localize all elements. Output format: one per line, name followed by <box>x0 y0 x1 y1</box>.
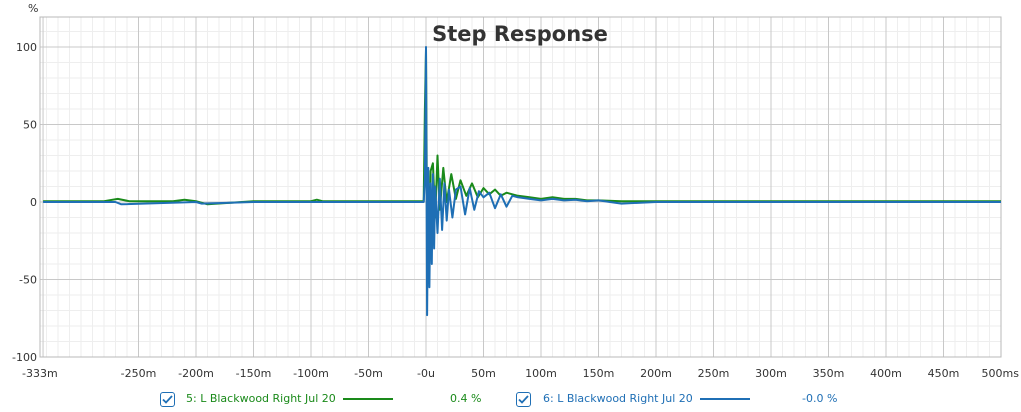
x-tick-label: 50m <box>471 367 496 380</box>
x-tick-label: 350m <box>813 367 845 380</box>
x-tick-label: 400m <box>870 367 902 380</box>
series-line-6 <box>43 46 1001 317</box>
legend-item-series-6[interactable]: 6: L Blackwood Right Jul 20 -0.0 % <box>516 388 876 410</box>
x-axis-ticks: -333m -250m -200m -150m -100m -50m -0u 50m 100m 1… <box>22 367 1019 380</box>
y-tick-label: -100 <box>12 351 37 364</box>
plot-frame <box>39 16 1002 358</box>
y-axis-ticks: 100 50 0 -50 -100 <box>12 41 37 364</box>
series-5-checkbox[interactable] <box>160 391 175 407</box>
x-tick-label: 250m <box>698 367 730 380</box>
x-tick-label: 300m <box>755 367 787 380</box>
legend-item-series-5[interactable]: 5: L Blackwood Right Jul 20 0.4 % <box>160 388 520 410</box>
x-tick-label: 450m <box>928 367 960 380</box>
x-tick-label: 500ms <box>982 367 1020 380</box>
series-6-name: 6: L Blackwood Right Jul 20 <box>543 392 693 405</box>
series-6-line-swatch <box>700 398 750 400</box>
x-tick-label: -150m <box>236 367 272 380</box>
checkmark-icon <box>162 394 173 404</box>
series-layer <box>43 46 1001 317</box>
y-unit-label: % <box>28 2 38 15</box>
chart-title: Step Response <box>432 22 608 46</box>
series-5-value: 0.4 % <box>450 392 482 405</box>
x-tick-label: -200m <box>178 367 214 380</box>
x-tick-label: -0u <box>417 367 435 380</box>
legend: 5: L Blackwood Right Jul 20 0.4 % 6: L B… <box>0 388 1021 410</box>
series-5-line-swatch <box>343 398 393 400</box>
major-gridlines <box>40 17 1002 358</box>
y-tick-label: 100 <box>16 41 37 54</box>
y-tick-label: 0 <box>30 196 37 209</box>
x-tick-label: 150m <box>583 367 615 380</box>
x-tick-label: -50m <box>354 367 383 380</box>
series-6-value: -0.0 % <box>802 392 838 405</box>
y-tick-label: -50 <box>19 274 37 287</box>
y-tick-label: 50 <box>23 119 37 132</box>
x-tick-label: -100m <box>293 367 329 380</box>
step-response-chart: -333m -250m -200m -150m -100m -50m -0u 50m 100m 1… <box>12 2 1019 380</box>
x-tick-label: 200m <box>640 367 672 380</box>
series-6-checkbox[interactable] <box>516 391 531 407</box>
x-tick-label: -333m <box>22 367 58 380</box>
series-5-name: 5: L Blackwood Right Jul 20 <box>186 392 336 405</box>
checkmark-icon <box>518 394 529 404</box>
x-tick-label: -250m <box>121 367 157 380</box>
x-tick-label: 100m <box>525 367 557 380</box>
